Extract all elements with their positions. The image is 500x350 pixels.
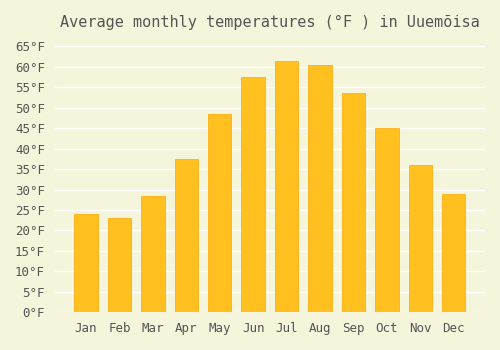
Bar [174,159,198,312]
Bar [408,165,432,312]
Bar [242,77,265,312]
Bar [208,114,232,312]
Bar [275,61,298,312]
Bar [442,194,466,312]
Bar [74,214,98,312]
Title: Average monthly temperatures (°F ) in Uuemõisa: Average monthly temperatures (°F ) in Uu… [60,15,480,30]
Bar [108,218,131,312]
Bar [308,65,332,312]
Bar [141,196,165,312]
Bar [375,128,398,312]
Bar [342,93,365,312]
